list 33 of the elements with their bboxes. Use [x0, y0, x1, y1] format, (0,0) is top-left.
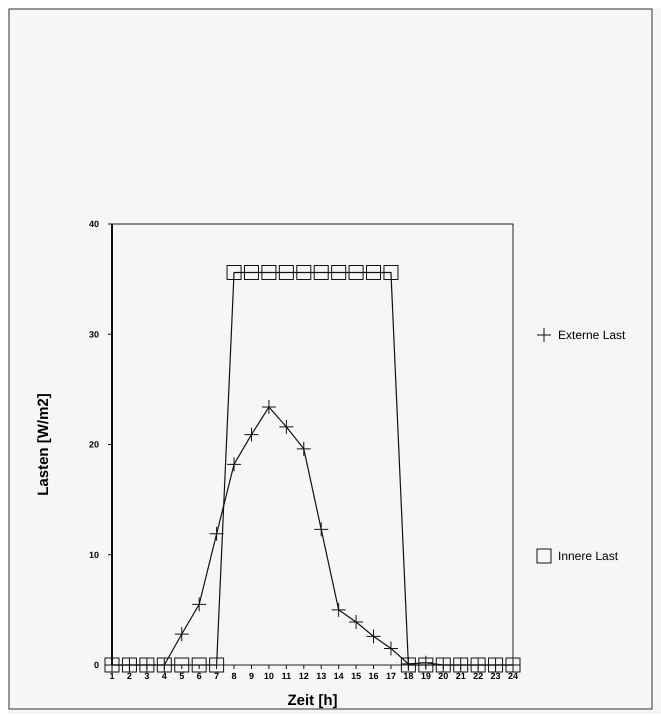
- x-tick-label: 22: [473, 671, 484, 681]
- x-tick-label: 9: [248, 671, 254, 681]
- x-tick-label: 18: [403, 671, 414, 681]
- y-tick-label: 10: [88, 550, 99, 560]
- x-tick-label: 3: [144, 671, 150, 681]
- x-tick-label: 6: [196, 671, 202, 681]
- x-tick-label: 19: [420, 671, 431, 681]
- legend-label: Innere Last: [558, 549, 619, 564]
- x-tick-label: 14: [334, 671, 344, 681]
- x-tick-label: 20: [438, 671, 448, 681]
- x-tick-label: 13: [316, 671, 326, 681]
- x-tick-label: 10: [264, 671, 274, 681]
- x-tick-label: 21: [456, 671, 466, 681]
- y-axis-title: Lasten [W/m2]: [35, 393, 52, 496]
- x-tick-label: 24: [508, 671, 518, 681]
- x-tick-label: 12: [298, 671, 309, 681]
- x-tick-label: 11: [282, 671, 292, 681]
- x-axis-title: Zeit [h]: [288, 692, 338, 709]
- x-tick-label: 23: [490, 671, 501, 681]
- y-tick-label: 0: [94, 660, 99, 670]
- x-tick-label: 2: [126, 671, 132, 681]
- y-tick-label: 40: [88, 219, 99, 230]
- y-tick-label: 20: [88, 440, 99, 450]
- x-tick-label: 15: [351, 671, 362, 681]
- x-tick-label: 1: [109, 671, 115, 681]
- x-tick-label: 5: [179, 671, 184, 681]
- x-tick-label: 17: [386, 671, 396, 681]
- x-tick-label: 4: [162, 671, 167, 681]
- x-tick-label: 8: [232, 671, 237, 681]
- y-tick-label: 30: [88, 329, 99, 340]
- x-tick-label: 16: [368, 671, 379, 681]
- x-tick-label: 7: [214, 671, 220, 681]
- legend-label: Externe Last: [558, 328, 626, 342]
